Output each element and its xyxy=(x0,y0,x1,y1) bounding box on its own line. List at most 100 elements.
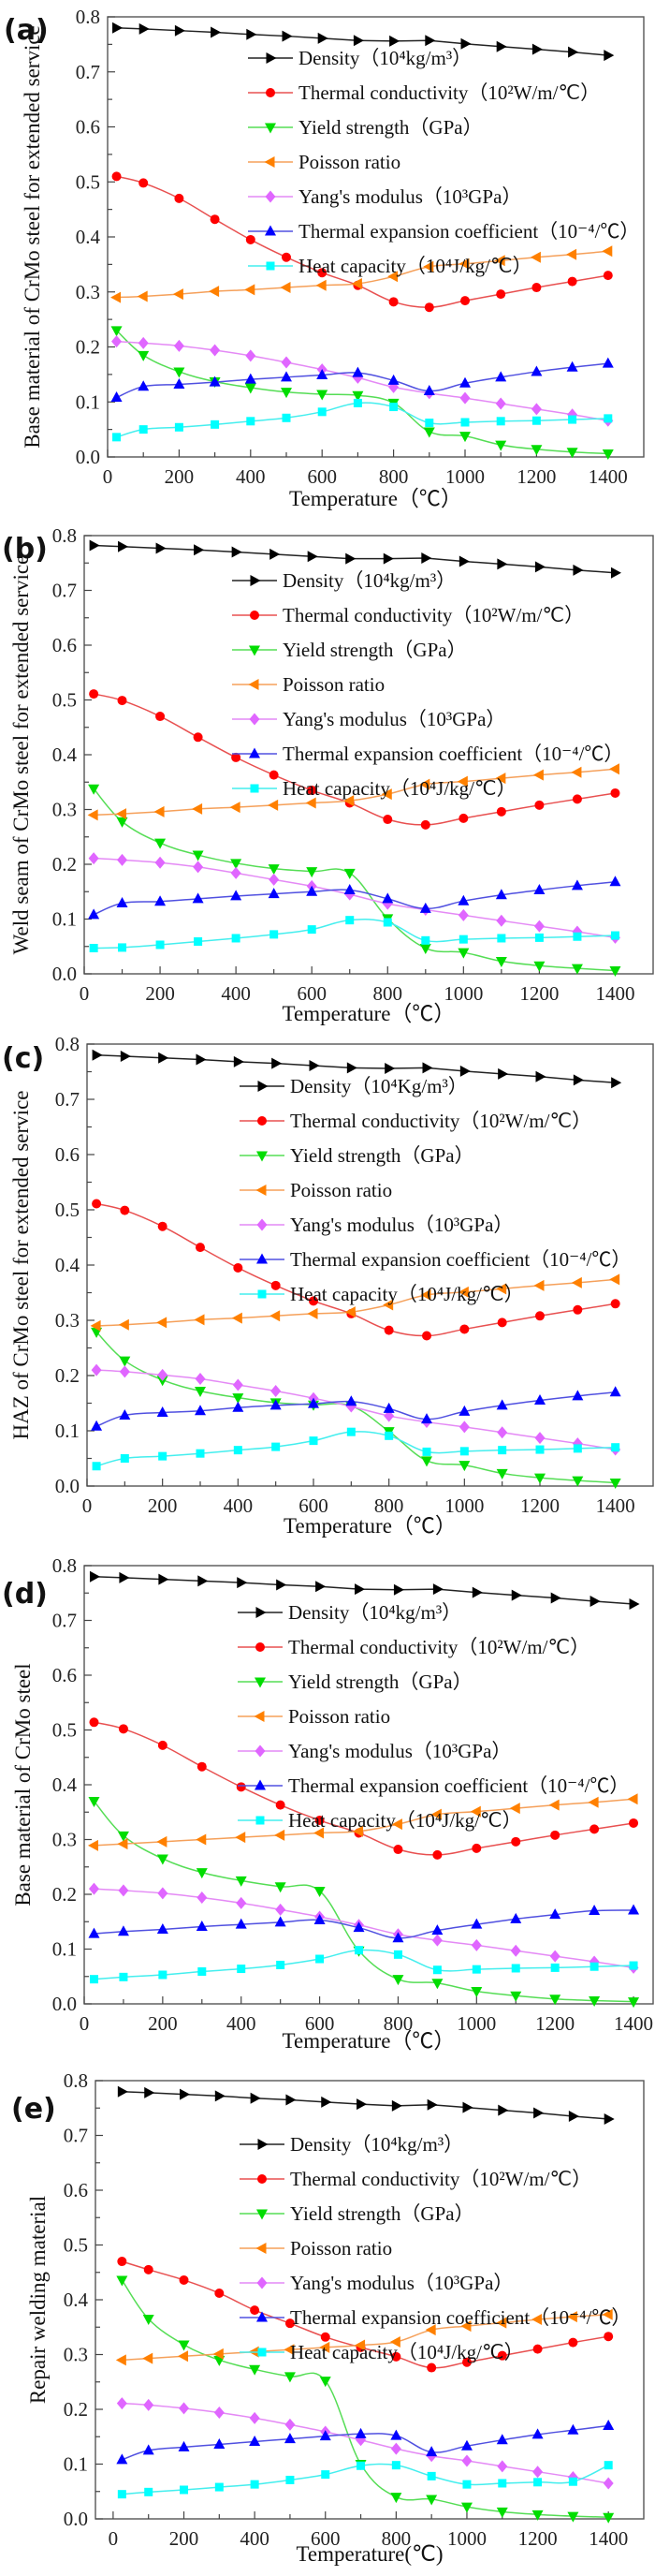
data-point xyxy=(120,1205,130,1215)
data-point xyxy=(532,2466,544,2479)
data-point xyxy=(550,1963,560,1972)
legend-item: Thermal conductivity（10²W/m/℃） xyxy=(240,2168,591,2190)
data-point xyxy=(281,356,292,369)
data-point xyxy=(232,1401,244,1412)
data-point xyxy=(155,542,167,554)
data-point xyxy=(566,248,577,260)
data-point xyxy=(305,797,316,809)
data-point xyxy=(268,888,280,899)
data-point xyxy=(627,1793,638,1805)
data-point xyxy=(115,2354,126,2366)
legend-label: Yang's modulus（10³GPa） xyxy=(290,1214,513,1236)
data-point xyxy=(307,551,318,563)
data-point xyxy=(532,2344,543,2354)
legend-item: Yield strength（GPa） xyxy=(240,2202,474,2225)
data-point xyxy=(460,296,470,306)
legend-marker xyxy=(255,1642,265,1652)
data-point xyxy=(315,1581,327,1593)
data-point xyxy=(431,1934,443,1947)
data-point xyxy=(138,22,150,35)
data-point xyxy=(315,1954,325,1964)
x-tick-label: 1400 xyxy=(589,465,628,488)
legend-marker xyxy=(250,784,259,793)
legend-item: Yang's modulus（10³GPa） xyxy=(238,1740,511,1762)
data-point xyxy=(89,539,100,552)
y-tick-label: 0.3 xyxy=(64,2344,88,2366)
data-point xyxy=(174,24,185,37)
data-point xyxy=(497,2460,508,2473)
data-point xyxy=(603,2477,614,2490)
legend: Density（10⁴kg/m³） Thermal conductivity（10… xyxy=(232,569,623,800)
data-point xyxy=(458,1405,471,1416)
y-tick-label: 0.0 xyxy=(64,2508,88,2530)
data-point xyxy=(306,885,318,896)
data-point xyxy=(534,1473,546,1484)
data-point xyxy=(142,2352,153,2364)
data-point xyxy=(119,1972,128,1981)
data-point xyxy=(211,420,220,429)
legend-label: Thermal conductivity（10²W/m/℃） xyxy=(290,1110,591,1132)
y-axis-title: Weld seam of CrMo steel for extended ser… xyxy=(9,555,33,955)
data-point xyxy=(510,1912,522,1923)
data-point xyxy=(274,1882,286,1893)
data-point xyxy=(496,1399,508,1410)
legend-marker xyxy=(255,1744,266,1758)
data-point xyxy=(307,786,317,796)
data-point xyxy=(196,1833,207,1846)
data-point xyxy=(144,2487,153,2496)
data-point xyxy=(629,1961,638,1970)
data-point xyxy=(119,1571,130,1583)
y-tick-label: 0.8 xyxy=(76,6,100,28)
legend-item: Thermal conductivity（10²W/m/℃） xyxy=(248,81,600,104)
data-point xyxy=(425,2324,436,2336)
data-point xyxy=(158,1970,167,1980)
series-triangle-up xyxy=(88,876,621,920)
data-point xyxy=(459,1065,471,1077)
data-point xyxy=(178,2440,190,2451)
y-tick-label: 0.7 xyxy=(55,1088,80,1111)
data-point xyxy=(213,2437,226,2449)
data-point xyxy=(194,1314,205,1326)
data-point xyxy=(355,2427,367,2438)
data-point xyxy=(236,1896,247,1909)
x-axis-title: Temperature（℃） xyxy=(289,487,462,510)
series-line xyxy=(93,880,616,916)
data-point xyxy=(117,853,128,866)
y-tick-label: 0.2 xyxy=(52,853,77,876)
data-point xyxy=(462,2101,473,2113)
x-tick-label: 400 xyxy=(224,1494,254,1517)
legend-marker xyxy=(256,2311,268,2322)
data-point xyxy=(88,1927,100,1938)
data-point xyxy=(457,775,468,788)
data-point xyxy=(281,371,292,382)
series-diamond xyxy=(111,335,614,427)
y-tick-label: 0.5 xyxy=(52,689,77,712)
y-tick-label: 0.3 xyxy=(52,1829,77,1851)
x-tick-label: 400 xyxy=(221,982,251,1005)
data-point xyxy=(610,567,621,579)
data-point xyxy=(496,806,506,817)
y-tick-label: 0.2 xyxy=(76,336,100,359)
data-point xyxy=(609,1273,620,1286)
data-point xyxy=(567,2471,578,2484)
data-point xyxy=(423,427,435,438)
data-point xyxy=(280,282,291,294)
y-tick-label: 0.0 xyxy=(52,1993,77,2015)
data-point xyxy=(389,403,399,412)
data-point xyxy=(321,2096,332,2108)
data-point xyxy=(495,371,507,382)
data-point xyxy=(496,1283,507,1295)
data-point xyxy=(496,289,506,300)
data-point xyxy=(196,1921,208,1932)
legend-label: Density（10⁴Kg/m³） xyxy=(290,1075,468,1097)
data-point xyxy=(496,914,507,927)
data-point xyxy=(393,1950,402,1959)
data-point xyxy=(421,1456,432,1467)
legend-item: Poisson ratio xyxy=(238,1705,390,1728)
y-tick-label: 0.6 xyxy=(64,2179,88,2201)
data-point xyxy=(471,1987,483,1998)
data-point xyxy=(249,2411,260,2424)
data-point xyxy=(214,2288,225,2298)
data-point xyxy=(497,1317,507,1328)
data-point xyxy=(567,276,577,287)
